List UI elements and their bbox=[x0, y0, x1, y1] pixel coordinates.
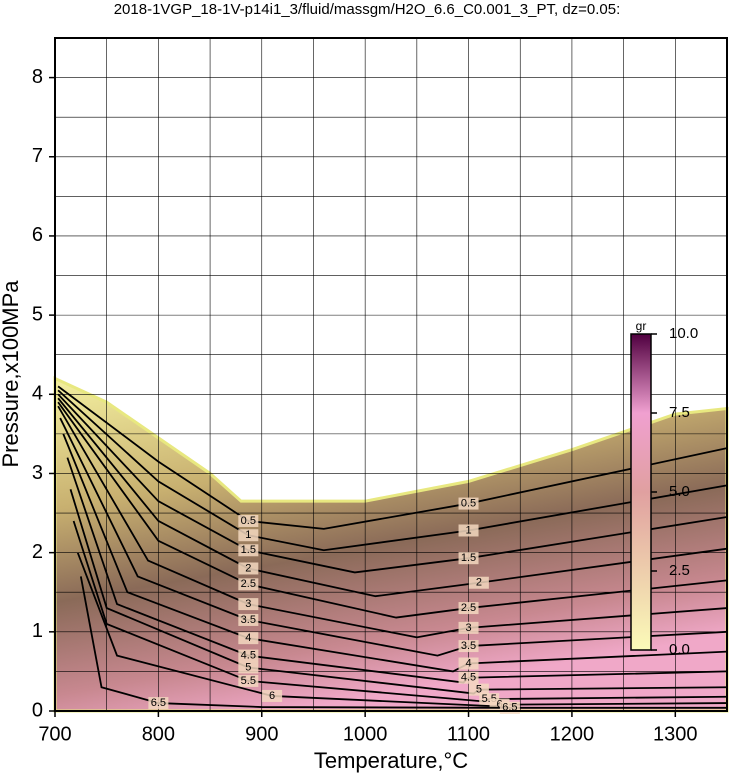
contour-label: 5 bbox=[476, 684, 482, 696]
contour-line bbox=[72, 520, 728, 703]
contour-label: 6.5 bbox=[151, 697, 166, 709]
contour-label: 5.5 bbox=[241, 675, 256, 687]
contour-label: 4 bbox=[465, 657, 471, 669]
y-tick-label: 5 bbox=[32, 303, 43, 325]
x-tick-label: 1200 bbox=[550, 723, 595, 745]
contour-label: 4 bbox=[245, 632, 251, 644]
contour-label: 3 bbox=[245, 598, 251, 610]
contour-label-bg bbox=[238, 674, 259, 687]
contour-label: 4.5 bbox=[241, 649, 256, 661]
contour-label-bg bbox=[458, 671, 479, 684]
contour-line bbox=[76, 552, 728, 708]
y-tick-label: 2 bbox=[32, 541, 43, 563]
contour-label: 2 bbox=[476, 577, 482, 589]
y-tick-label: 7 bbox=[32, 145, 43, 167]
contour-line bbox=[57, 397, 728, 598]
contour-label-bg bbox=[262, 689, 283, 702]
colorbar bbox=[630, 333, 652, 651]
colorbar-tick-label: 5.0 bbox=[669, 483, 690, 500]
contour-label-bg bbox=[238, 562, 259, 575]
contour-line bbox=[57, 405, 728, 639]
x-tick-label: 1300 bbox=[653, 723, 698, 745]
contour-line bbox=[57, 401, 728, 619]
contour-line bbox=[57, 385, 728, 530]
colorbar-tick-label: 0.0 bbox=[669, 641, 690, 658]
x-tick-label: 900 bbox=[245, 723, 278, 745]
contour-label-bg bbox=[238, 544, 259, 557]
contour-label: 2 bbox=[245, 562, 251, 574]
contour-label-bg bbox=[458, 602, 479, 615]
contour-label: 1 bbox=[245, 529, 251, 541]
contour-label: 6 bbox=[496, 699, 502, 711]
contour-label: 5 bbox=[245, 661, 251, 673]
contour-line bbox=[79, 576, 727, 709]
colorbar-tick-label: 10.0 bbox=[669, 325, 698, 342]
y-axis-label: Pressure,x100MPa bbox=[0, 280, 23, 468]
contour-label: 1.5 bbox=[241, 544, 256, 556]
contour-line bbox=[62, 433, 728, 673]
contour-label: 0.5 bbox=[461, 497, 476, 509]
contour-line bbox=[57, 393, 728, 574]
contour-label-bg bbox=[458, 497, 479, 510]
y-tick-label: 1 bbox=[32, 620, 43, 642]
x-axis-label: Temperature,°C bbox=[314, 748, 468, 773]
x-tick-label: 1000 bbox=[343, 723, 388, 745]
contour-label: 2.5 bbox=[461, 602, 476, 614]
frame bbox=[54, 37, 728, 712]
contour-line bbox=[59, 417, 728, 657]
y-tick-label: 0 bbox=[32, 699, 43, 721]
y-tick-label: 6 bbox=[32, 224, 43, 246]
contour-line bbox=[66, 457, 728, 684]
contour-label-bg bbox=[468, 576, 489, 589]
contour-label-bg bbox=[238, 613, 259, 626]
contour-label-bg bbox=[458, 621, 479, 634]
x-tick-label: 700 bbox=[38, 723, 71, 745]
chart-title: 2018-1VGP_18-1V-p14i1_3/fluid/massgm/H2O… bbox=[114, 1, 621, 18]
contour-label-bg bbox=[458, 524, 479, 537]
contour-label: 3.5 bbox=[461, 640, 476, 652]
contour-label-bg bbox=[238, 529, 259, 542]
contour-label-bg bbox=[148, 697, 169, 710]
y-tick-label: 4 bbox=[32, 383, 43, 405]
x-tick-label: 1100 bbox=[447, 723, 490, 745]
contour-line bbox=[69, 489, 728, 695]
contour-label-bg bbox=[238, 514, 259, 527]
contour-label-bg bbox=[238, 649, 259, 662]
contour-label-bg bbox=[468, 683, 489, 696]
x-tick-label: 800 bbox=[142, 723, 175, 745]
contour-label: 1.5 bbox=[461, 552, 476, 564]
colorbar-tick-label: 7.5 bbox=[669, 404, 690, 421]
contour-label: 3 bbox=[465, 622, 471, 634]
contour-label: 3.5 bbox=[241, 614, 256, 626]
contour-label: 0.5 bbox=[241, 515, 256, 527]
colorbar-tick-label: 2.5 bbox=[669, 562, 690, 579]
y-tick-label: 3 bbox=[32, 462, 43, 484]
y-tick-label: 8 bbox=[32, 66, 43, 88]
contour-line bbox=[57, 389, 728, 552]
contour-label-bg bbox=[238, 632, 259, 645]
contour-label-bg bbox=[458, 640, 479, 653]
contour-label: 4.5 bbox=[461, 672, 476, 684]
colorbar-label: gr bbox=[636, 319, 647, 333]
contour-label-bg bbox=[238, 661, 259, 674]
contour-label: 6 bbox=[269, 690, 275, 702]
contour-label: 1 bbox=[465, 524, 471, 536]
contour-label: 2.5 bbox=[241, 578, 256, 590]
contour-label-bg bbox=[238, 598, 259, 611]
contour-label-bg bbox=[458, 552, 479, 565]
contour-label-bg bbox=[458, 657, 479, 670]
contour-label-bg bbox=[238, 578, 259, 591]
